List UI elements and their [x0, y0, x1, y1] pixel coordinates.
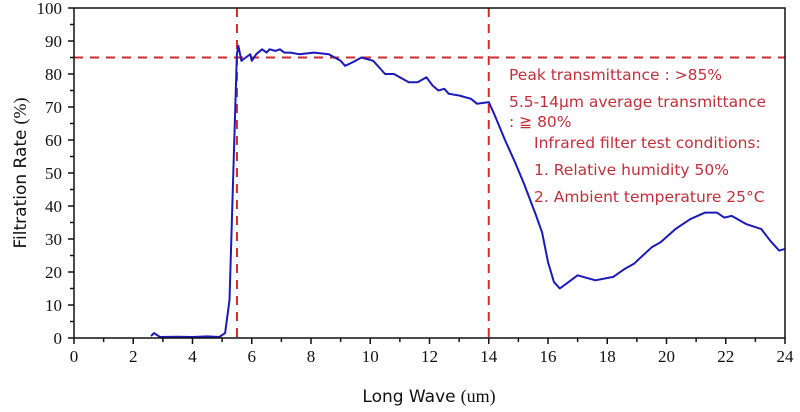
x-tick-label: 14	[480, 347, 498, 366]
y-axis-title-unit: (%)	[10, 97, 31, 124]
y-axis-title-text: Filtration Rate	[11, 129, 31, 248]
x-tick-label: 16	[540, 347, 557, 366]
annotation-condition-humidity: 1. Relative humidity 50%	[534, 161, 729, 179]
x-tick-label: 8	[307, 347, 316, 366]
annotation-average-1: 5.5-14µm average transmittance	[509, 93, 766, 111]
y-tick-label: 60	[45, 131, 62, 150]
y-tick-label: 10	[45, 296, 62, 315]
transmittance-line	[150, 44, 786, 338]
x-tick-label: 4	[188, 347, 197, 366]
y-tick-label: 30	[45, 230, 62, 249]
annotations: Peak transmittance : >85% 5.5-14µm avera…	[509, 66, 766, 206]
x-axis-title: Long Wave (um)	[362, 386, 495, 407]
x-tick-label: 0	[70, 347, 79, 366]
x-tick-label: 10	[362, 347, 379, 366]
y-tick-label: 100	[37, 0, 63, 18]
x-tick-label: 18	[599, 347, 616, 366]
x-tick-label: 22	[717, 347, 734, 366]
x-tick-label: 24	[777, 347, 795, 366]
x-tick-label: 12	[421, 347, 438, 366]
x-tick-label: 6	[248, 347, 257, 366]
annotation-condition-temperature: 2. Ambient temperature 25°C	[534, 188, 765, 206]
y-tick-label: 40	[45, 197, 62, 216]
y-tick-label: 90	[45, 32, 62, 51]
x-axis-title-text: Long Wave	[362, 387, 455, 407]
y-tick-label: 70	[45, 98, 62, 117]
annotation-conditions-title: Infrared filter test conditions:	[534, 134, 761, 152]
y-axis-title: Filtration Rate (%)	[10, 97, 31, 248]
y-tick-label: 0	[54, 329, 63, 348]
annotation-average-2: : ≧ 80%	[509, 113, 572, 131]
y-tick-label: 20	[45, 263, 62, 282]
x-tick-label: 2	[129, 347, 138, 366]
annotation-peak: Peak transmittance : >85%	[509, 66, 722, 84]
x-axis-title-unit: (um)	[461, 386, 496, 407]
x-tick-label: 20	[658, 347, 675, 366]
x-axis-ticks: 0 2 4 6 8 10 12 14 16 18 20 22 24	[70, 338, 794, 366]
y-axis-ticks: 0 10 20 30 40 50 60 70 80 90 100	[37, 0, 74, 348]
y-tick-label: 50	[45, 164, 62, 183]
y-tick-label: 80	[45, 65, 62, 84]
